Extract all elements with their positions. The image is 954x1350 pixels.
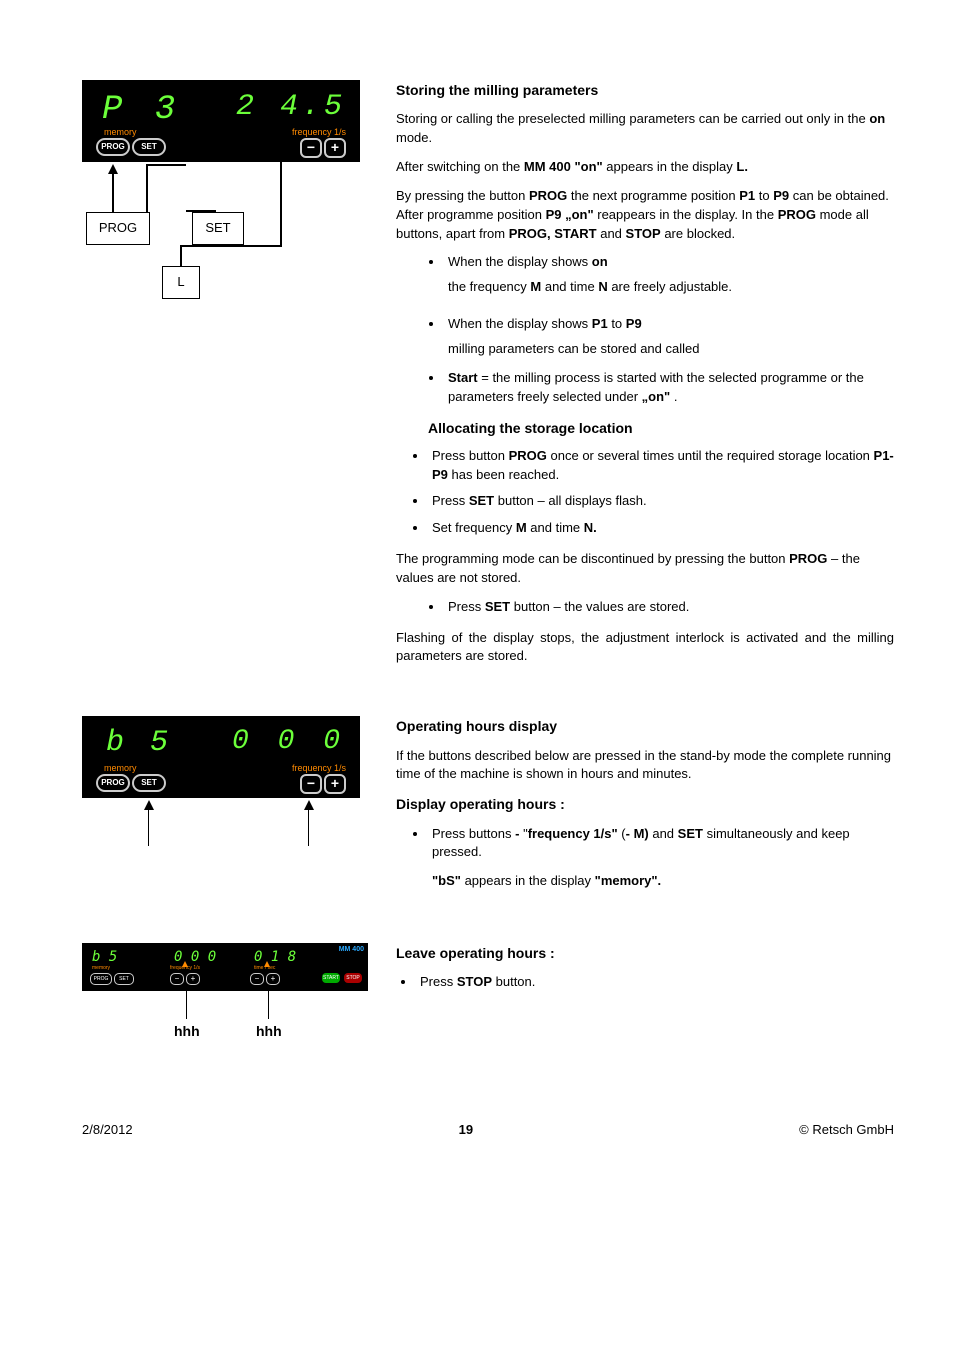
- paragraph: If the buttons described below are press…: [396, 747, 894, 785]
- heading-leave-hours: Leave operating hours :: [396, 943, 894, 963]
- footer-copyright: © Retsch GmbH: [799, 1121, 894, 1140]
- arrow-icon: [108, 164, 118, 174]
- start-button: START: [322, 973, 340, 983]
- callout-L: L: [162, 266, 200, 299]
- control-panel-diagram-3: b 5 0 0 0 0 1 8 MM 400 memory frequency …: [82, 943, 368, 991]
- bullet-list: Press STOP button.: [396, 973, 894, 992]
- footer-page: 19: [459, 1121, 473, 1140]
- arrow-icon: [182, 961, 188, 967]
- callout-line: [280, 120, 282, 247]
- hhh-label: hhh: [174, 1021, 200, 1041]
- minus-button: −: [300, 138, 322, 158]
- prog-button: PROG: [90, 973, 112, 985]
- bullet-list: Press buttons - "frequency 1/s" (- M) an…: [396, 825, 894, 892]
- callout-line: [186, 991, 187, 1019]
- display-frequency: 0 0 0: [232, 722, 346, 763]
- bullet-list: When the display shows P1 to P9 milling …: [396, 315, 894, 406]
- section-operating-hours: Operating hours display If the buttons d…: [396, 716, 894, 903]
- footer-date: 2/8/2012: [82, 1121, 133, 1140]
- plus-button: +: [266, 973, 280, 985]
- minus-button: −: [300, 774, 322, 794]
- set-button: SET: [114, 973, 134, 985]
- heading-operating-hours: Operating hours display: [396, 716, 894, 736]
- set-button: SET: [132, 138, 166, 156]
- hhh-label: hhh: [256, 1021, 282, 1041]
- list-item: Press button PROG once or several times …: [428, 447, 894, 485]
- list-item: Press buttons - "frequency 1/s" (- M) an…: [428, 825, 894, 892]
- label-memory: memory: [92, 965, 110, 972]
- list-item: Press STOP button.: [416, 973, 894, 992]
- heading-storing: Storing the milling parameters: [396, 80, 894, 100]
- callout-prog: PROG: [86, 212, 150, 245]
- plus-button: +: [324, 774, 346, 794]
- list-item: Press SET button – all displays flash.: [428, 492, 894, 511]
- callout-line: [148, 810, 149, 846]
- bullet-list: Press button PROG once or several times …: [396, 447, 894, 538]
- paragraph: The programming mode can be discontinued…: [396, 550, 894, 588]
- callout-line: [146, 164, 148, 212]
- plus-button: +: [186, 973, 200, 985]
- paragraph: By pressing the button PROG the next pro…: [396, 187, 894, 244]
- list-item: When the display shows on the frequency …: [444, 253, 894, 297]
- callout-line: [112, 174, 114, 212]
- minus-button: −: [250, 973, 264, 985]
- paragraph: After switching on the MM 400 "on" appea…: [396, 158, 894, 177]
- page-footer: 2/8/2012 19 © Retsch GmbH: [82, 1121, 894, 1140]
- model-label: MM 400: [339, 945, 364, 955]
- list-item: Set frequency M and time N.: [428, 519, 894, 538]
- plus-button: +: [324, 138, 346, 158]
- list-item: Press SET button – the values are stored…: [444, 598, 894, 617]
- list-sub: "bS" appears in the display "memory".: [432, 872, 894, 891]
- paragraph: Storing or calling the preselected milli…: [396, 110, 894, 148]
- list-sub: milling parameters can be stored and cal…: [448, 340, 894, 359]
- list-item: Start = the milling process is started w…: [444, 369, 894, 407]
- section-leave-hours: Leave operating hours : Press STOP butto…: [396, 943, 894, 1041]
- minus-button: −: [170, 973, 184, 985]
- prog-button: PROG: [96, 138, 130, 156]
- hhh-callouts: hhh hhh: [82, 991, 368, 1041]
- callout-line: [180, 245, 280, 247]
- arrow-icon: [264, 961, 270, 967]
- display-memory: b 5: [106, 722, 172, 766]
- arrow-icon: [304, 800, 314, 810]
- lcd-strip: P 3 2 4.5 memory frequency 1/s PROG SET …: [82, 80, 360, 162]
- control-panel-diagram-2: b 5 0 0 0 memory frequency 1/s PROG SET …: [82, 716, 360, 798]
- control-panel-diagram-1: P 3 2 4.5 memory frequency 1/s PROG SET …: [82, 80, 360, 162]
- callout-line: [146, 164, 186, 166]
- heading-display-hours: Display operating hours :: [396, 794, 894, 814]
- prog-button: PROG: [96, 774, 130, 792]
- callout-set: SET: [192, 212, 244, 245]
- lcd-strip: b 5 0 0 0 memory frequency 1/s PROG SET …: [82, 716, 360, 798]
- bullet-list: When the display shows on the frequency …: [396, 253, 894, 297]
- display-frequency: 2 4.5: [236, 86, 346, 130]
- set-button: SET: [132, 774, 166, 792]
- arrow-icon: [144, 800, 154, 810]
- stop-button: STOP: [344, 973, 362, 983]
- heading-allocating: Allocating the storage location: [396, 418, 894, 438]
- callout-line: [308, 810, 309, 846]
- callout-line: [268, 991, 269, 1019]
- list-item: When the display shows P1 to P9 milling …: [444, 315, 894, 359]
- list-sub: the frequency M and time N are freely ad…: [448, 278, 894, 297]
- section-storing-parameters: Storing the milling parameters Storing o…: [396, 80, 894, 676]
- paragraph: Flashing of the display stops, the adjus…: [396, 629, 894, 667]
- bullet-list: Press SET button – the values are stored…: [396, 598, 894, 617]
- callout-line: [180, 245, 182, 267]
